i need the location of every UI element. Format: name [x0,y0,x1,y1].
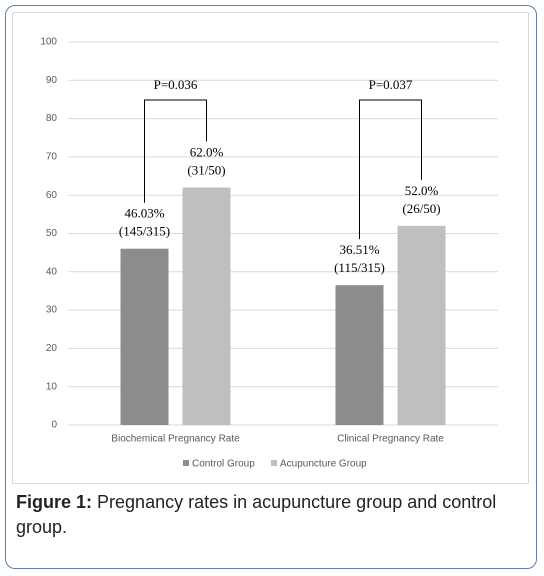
count-label: (115/315) [334,260,385,275]
count-label: (26/50) [402,201,440,216]
figure-frame [5,5,537,569]
bar [120,248,169,425]
caption-text: Pregnancy rates in acupuncture group and… [16,492,497,537]
y-tick-label: 70 [46,152,58,163]
p-value: P=0.036 [154,77,198,92]
p-value: P=0.037 [369,77,413,92]
x-tick-label: Clinical Pregnancy Rate [337,434,444,445]
y-tick-label: 100 [40,37,57,48]
caption: Figure 1: Pregnancy rates in acupuncture… [16,490,521,540]
legend-label: Acupuncture Group [280,459,367,470]
y-tick-label: 60 [46,190,58,201]
count-label: (31/50) [187,163,225,178]
value-label: 52.0% [405,183,439,198]
value-label: 46.03% [124,206,164,221]
bar [397,225,446,425]
legend-swatch [271,460,277,466]
legend-swatch [183,460,189,466]
y-tick-label: 30 [46,305,58,316]
y-tick-label: 10 [46,381,58,392]
chart-box [12,12,529,484]
bar [335,285,384,425]
value-label: 62.0% [190,145,224,160]
y-tick-label: 50 [46,228,58,239]
value-label: 36.51% [339,242,379,257]
count-label: (145/315) [119,224,170,239]
significance-bracket [144,99,207,203]
significance-bracket [359,99,422,240]
caption-label: Figure 1: [16,492,93,512]
y-tick-label: 90 [46,75,58,86]
y-tick-label: 0 [51,420,57,431]
bar [182,187,231,425]
y-tick-label: 80 [46,113,58,124]
x-tick-label: Biochemical Pregnancy Rate [111,434,240,445]
legend-label: Control Group [192,459,255,470]
y-tick-label: 20 [46,343,58,354]
y-tick-label: 40 [46,266,58,277]
